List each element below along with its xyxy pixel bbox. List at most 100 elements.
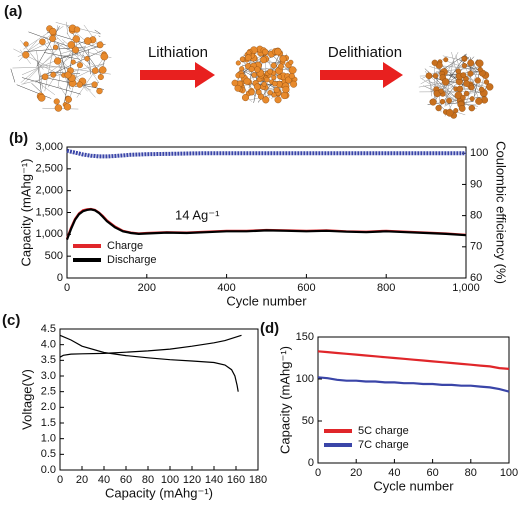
atom	[467, 59, 475, 67]
y-tick-label: 3.0	[41, 370, 56, 382]
mesh-line	[437, 85, 449, 89]
atom	[460, 94, 466, 101]
atom	[49, 27, 57, 36]
step-label: Delithiation	[328, 44, 402, 61]
atom	[456, 85, 464, 93]
mesh-line	[83, 24, 100, 46]
mesh-line	[98, 35, 101, 37]
mesh-line	[36, 50, 44, 89]
atom	[22, 51, 30, 59]
mesh-line	[438, 84, 456, 110]
atom	[96, 41, 104, 49]
atom	[72, 35, 80, 43]
mesh-line	[433, 64, 442, 91]
atom	[239, 56, 246, 62]
mesh-line	[37, 60, 43, 97]
atom	[475, 59, 484, 68]
panel-label: (a)	[4, 3, 22, 20]
atom	[23, 41, 29, 47]
atom	[41, 73, 49, 81]
x-tick-label: 40	[98, 474, 110, 486]
mesh-line	[10, 68, 16, 83]
atom	[435, 104, 442, 112]
atom	[64, 71, 72, 79]
series-line	[65, 207, 467, 240]
atom	[272, 80, 278, 87]
atom	[246, 50, 252, 56]
x-tick-label: 200	[138, 282, 156, 294]
mesh-line	[13, 48, 48, 67]
atom	[467, 70, 474, 77]
y-tick-label: 1.0	[41, 433, 56, 445]
atom	[96, 87, 103, 95]
annotation: 14 Ag⁻¹	[175, 207, 220, 222]
atom	[53, 44, 59, 50]
atom	[477, 66, 483, 73]
atom	[469, 96, 475, 102]
x-tick-label: 20	[76, 474, 88, 486]
atom	[439, 98, 446, 105]
atom	[288, 66, 297, 74]
y2-tick-label: 100	[470, 147, 488, 159]
atom	[461, 56, 467, 61]
mesh-line	[442, 55, 463, 61]
x-tick-label: 180	[249, 474, 267, 486]
atom	[274, 96, 282, 104]
atom	[235, 60, 241, 66]
atom	[277, 63, 284, 70]
mesh-line	[44, 25, 59, 92]
atom	[243, 77, 251, 85]
atom	[486, 83, 494, 91]
series-line	[59, 334, 242, 358]
atom	[461, 63, 468, 69]
x-tick-label: 40	[388, 467, 400, 479]
atom	[274, 47, 282, 56]
atom	[432, 73, 439, 79]
x-tick-label: 0	[57, 474, 63, 486]
panel-label: (c)	[2, 312, 20, 329]
atom	[431, 59, 438, 66]
atom	[458, 105, 466, 112]
atom	[468, 84, 475, 91]
atom	[234, 84, 242, 92]
atom	[84, 37, 92, 45]
atom	[73, 26, 81, 33]
atom	[425, 72, 433, 80]
y-tick-label: 1.5	[41, 417, 56, 429]
atom	[84, 55, 90, 62]
x-tick-label: 100	[500, 467, 518, 479]
x-tick-label: 800	[377, 282, 395, 294]
y-tick-label: 1,000	[35, 228, 63, 240]
y-tick-label: 4.0	[41, 339, 56, 351]
atom	[248, 89, 255, 96]
x-tick-label: 140	[205, 474, 223, 486]
mesh-line	[458, 59, 477, 72]
y-tick-label: 3,000	[35, 141, 63, 153]
atom	[254, 66, 261, 73]
x-tick-label: 60	[120, 474, 132, 486]
atom	[262, 96, 270, 104]
legend-label: 5C charge	[358, 425, 409, 437]
y-tick-label: 1,500	[35, 206, 63, 218]
mesh-line	[464, 66, 479, 91]
atom	[63, 103, 72, 111]
atom	[37, 93, 46, 102]
atom	[97, 74, 104, 81]
mesh-line	[57, 42, 71, 90]
atom	[429, 98, 437, 106]
atom	[67, 41, 76, 49]
arrow	[140, 62, 215, 88]
atom	[446, 97, 452, 104]
x-tick-label: 400	[217, 282, 235, 294]
y-tick-label: 0	[308, 457, 314, 469]
y-tick-label: 2,000	[35, 185, 63, 197]
atom	[76, 81, 83, 88]
atom	[288, 59, 294, 65]
y-tick-label: 2,500	[35, 163, 63, 175]
atom	[443, 57, 449, 63]
mesh-line	[31, 82, 41, 93]
y2-tick-label: 70	[470, 241, 482, 253]
mesh-line	[44, 64, 111, 75]
mesh-line	[12, 66, 65, 69]
x-tick-label: 80	[142, 474, 154, 486]
